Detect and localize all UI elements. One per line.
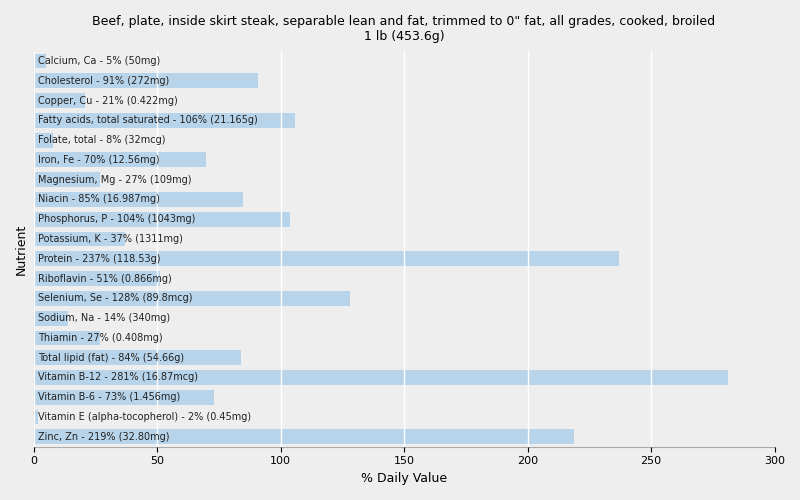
Bar: [34, 370, 727, 385]
Bar: [34, 232, 125, 246]
Title: Beef, plate, inside skirt steak, separable lean and fat, trimmed to 0" fat, all : Beef, plate, inside skirt steak, separab…: [93, 15, 715, 43]
Bar: [34, 390, 214, 404]
Text: Total lipid (fat) - 84% (54.66g): Total lipid (fat) - 84% (54.66g): [38, 352, 185, 362]
Bar: [34, 252, 619, 266]
Text: Magnesium, Mg - 27% (109mg): Magnesium, Mg - 27% (109mg): [38, 174, 192, 184]
Bar: [34, 132, 54, 148]
Text: Folate, total - 8% (32mcg): Folate, total - 8% (32mcg): [38, 135, 166, 145]
Y-axis label: Nutrient: Nutrient: [15, 224, 28, 274]
Text: Calcium, Ca - 5% (50mg): Calcium, Ca - 5% (50mg): [38, 56, 161, 66]
Bar: [34, 212, 290, 226]
Text: Copper, Cu - 21% (0.422mg): Copper, Cu - 21% (0.422mg): [38, 96, 178, 106]
Text: Niacin - 85% (16.987mg): Niacin - 85% (16.987mg): [38, 194, 160, 204]
Bar: [34, 54, 46, 68]
Bar: [34, 350, 241, 365]
Text: Fatty acids, total saturated - 106% (21.165g): Fatty acids, total saturated - 106% (21.…: [38, 116, 258, 126]
Bar: [34, 152, 206, 168]
Bar: [34, 192, 243, 207]
Text: Zinc, Zn - 219% (32.80mg): Zinc, Zn - 219% (32.80mg): [38, 432, 170, 442]
Bar: [34, 271, 159, 286]
Bar: [34, 172, 100, 187]
Text: Selenium, Se - 128% (89.8mcg): Selenium, Se - 128% (89.8mcg): [38, 294, 193, 304]
Bar: [34, 310, 68, 326]
X-axis label: % Daily Value: % Daily Value: [361, 472, 447, 485]
Text: Thiamin - 27% (0.408mg): Thiamin - 27% (0.408mg): [38, 333, 163, 343]
Bar: [34, 291, 350, 306]
Text: Vitamin B-12 - 281% (16.87mcg): Vitamin B-12 - 281% (16.87mcg): [38, 372, 198, 382]
Bar: [34, 330, 100, 345]
Bar: [34, 410, 38, 424]
Text: Sodium, Na - 14% (340mg): Sodium, Na - 14% (340mg): [38, 313, 170, 323]
Text: Phosphorus, P - 104% (1043mg): Phosphorus, P - 104% (1043mg): [38, 214, 196, 224]
Text: Protein - 237% (118.53g): Protein - 237% (118.53g): [38, 254, 161, 264]
Text: Riboflavin - 51% (0.866mg): Riboflavin - 51% (0.866mg): [38, 274, 172, 283]
Bar: [34, 430, 574, 444]
Text: Iron, Fe - 70% (12.56mg): Iron, Fe - 70% (12.56mg): [38, 155, 160, 165]
Text: Potassium, K - 37% (1311mg): Potassium, K - 37% (1311mg): [38, 234, 183, 244]
Bar: [34, 74, 258, 88]
Text: Vitamin E (alpha-tocopherol) - 2% (0.45mg): Vitamin E (alpha-tocopherol) - 2% (0.45m…: [38, 412, 252, 422]
Text: Cholesterol - 91% (272mg): Cholesterol - 91% (272mg): [38, 76, 170, 86]
Bar: [34, 93, 86, 108]
Bar: [34, 113, 295, 128]
Text: Vitamin B-6 - 73% (1.456mg): Vitamin B-6 - 73% (1.456mg): [38, 392, 181, 402]
